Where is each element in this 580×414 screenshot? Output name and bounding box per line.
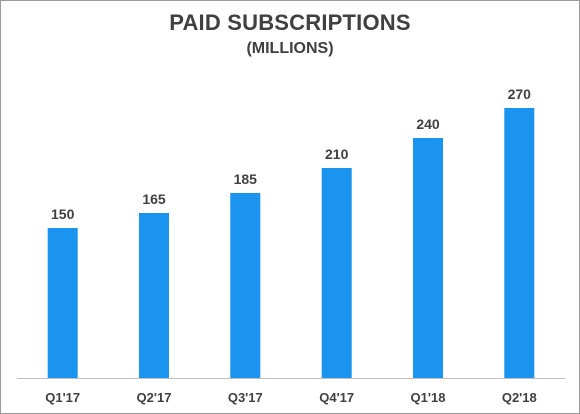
data-label: 185 bbox=[234, 171, 258, 187]
data-label: 270 bbox=[508, 86, 532, 102]
value-labels-group: 150 165 185 210 240 270 bbox=[51, 86, 531, 222]
x-tick-label: Q1'18 bbox=[411, 390, 446, 405]
chart-title: PAID SUBSCRIPTIONS bbox=[169, 10, 411, 35]
bar-q417 bbox=[321, 168, 352, 378]
x-tick-label: Q4'17 bbox=[319, 390, 354, 405]
bar-q217 bbox=[139, 213, 169, 378]
data-label: 210 bbox=[325, 146, 349, 162]
data-label: 165 bbox=[142, 191, 166, 207]
x-tick-label: Q1'17 bbox=[45, 390, 80, 405]
x-tick-label: Q2'18 bbox=[502, 390, 537, 405]
data-label: 150 bbox=[51, 206, 75, 222]
bar-q317 bbox=[230, 193, 261, 378]
x-tick-label: Q3'17 bbox=[228, 390, 263, 405]
bar-q117 bbox=[47, 228, 78, 378]
x-tick-label: Q2'17 bbox=[137, 390, 172, 405]
data-label: 240 bbox=[416, 116, 440, 132]
tick-labels-group: Q1'17 Q2'17 Q3'17 Q4'17 Q1'18 Q2'18 bbox=[45, 390, 537, 405]
chart-subtitle: (MILLIONS) bbox=[246, 40, 334, 57]
bars-group bbox=[47, 108, 535, 378]
bar-q118 bbox=[413, 138, 443, 378]
bar-q218 bbox=[504, 108, 535, 378]
